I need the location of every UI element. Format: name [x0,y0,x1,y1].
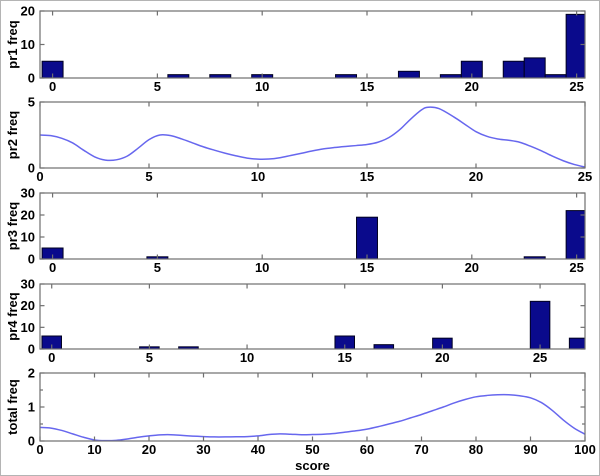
bar [568,337,586,350]
y-tick-label: 30 [21,277,35,292]
x-tick-label: 15 [360,169,374,184]
x-tick-label: 0 [49,260,56,275]
x-tick-label: 10 [255,79,269,94]
bar [502,60,525,79]
x-tick-label: 80 [469,442,483,457]
x-tick-label: 25 [569,260,583,275]
y-tick-label: 10 [21,230,35,245]
y-tick-label: 10 [21,37,35,52]
density-curve [39,393,586,442]
y-tick-label: 20 [21,208,35,223]
x-tick-label: 15 [360,79,374,94]
x-tick-label: 30 [196,442,210,457]
y-tick-label: 0 [28,161,35,176]
plot-area-pr1-freq [41,13,586,79]
x-tick-label: 0 [48,350,55,365]
y-axis-label: pr1 freq [5,20,20,68]
y-axis-label: pr3 freq [5,202,20,250]
y-tick-label: 20 [21,4,35,19]
x-tick-label: 15 [337,350,351,365]
bar [523,57,546,79]
axes-box [39,101,586,169]
x-tick-label: 20 [469,169,483,184]
axes-box [39,283,586,350]
x-tick-label: 70 [414,442,428,457]
axes-box [39,192,586,260]
y-tick-label: 0 [28,342,35,357]
x-tick-label: 0 [36,442,43,457]
x-tick-label: 90 [523,442,537,457]
bar [565,13,586,79]
x-tick-label: 10 [240,350,254,365]
density-curve [39,106,586,168]
x-tick-label: 5 [146,350,153,365]
x-tick-label: 20 [465,79,479,94]
y-tick-label: 10 [21,320,35,335]
bar [356,216,378,260]
x-tick-label: 10 [251,169,265,184]
y-tick-label: 20 [21,298,35,313]
x-tick-label: 0 [36,169,43,184]
x-tick-label: 25 [569,79,583,94]
x-tick-label: 100 [574,442,596,457]
x-tick-label: 20 [435,350,449,365]
x-tick-label: 5 [145,169,152,184]
y-tick-label: 1 [28,400,35,415]
x-tick-label: 60 [360,442,374,457]
y-tick-label: 5 [28,95,35,110]
plot-area-pr3-freq [41,210,586,260]
subplot-total-freq: 0 10 20 30 40 50 60 70 80 90 100 0 1 2 total freq score [5,366,596,474]
x-tick-label: 10 [255,260,269,275]
bar [529,300,551,350]
y-tick-label: 0 [28,252,35,267]
x-tick-label: 25 [533,350,547,365]
plot-area-pr2-freq [39,106,586,168]
x-tick-label: 20 [465,260,479,275]
y-tick-label: 0 [28,434,35,449]
bar [397,70,420,79]
subplot-pr2-freq: 0 5 10 15 20 25 0 5 pr2 freq [5,95,592,185]
y-axis-label: pr4 freq [5,292,20,340]
y-axis-label: total freq [5,379,20,435]
y-tick-label: 2 [28,366,35,381]
x-tick-label: 20 [142,442,156,457]
plot-area-total-freq [39,393,586,442]
x-tick-label: 25 [578,169,592,184]
y-tick-label: 0 [28,71,35,86]
x-tick-label: 10 [87,442,101,457]
x-tick-label: 15 [360,260,374,275]
x-axis-label: score [295,458,330,473]
x-tick-label: 0 [49,79,56,94]
bar [565,210,586,260]
x-tick-label: 50 [305,442,319,457]
x-tick-label: 5 [154,260,161,275]
y-tick-label: 30 [21,186,35,201]
axes-box [39,372,586,442]
x-tick-label: 5 [154,79,161,94]
plot-area-pr4-freq [41,300,586,350]
bar [373,344,395,350]
x-tick-label: 40 [251,442,265,457]
y-axis-label: pr2 freq [5,111,20,159]
